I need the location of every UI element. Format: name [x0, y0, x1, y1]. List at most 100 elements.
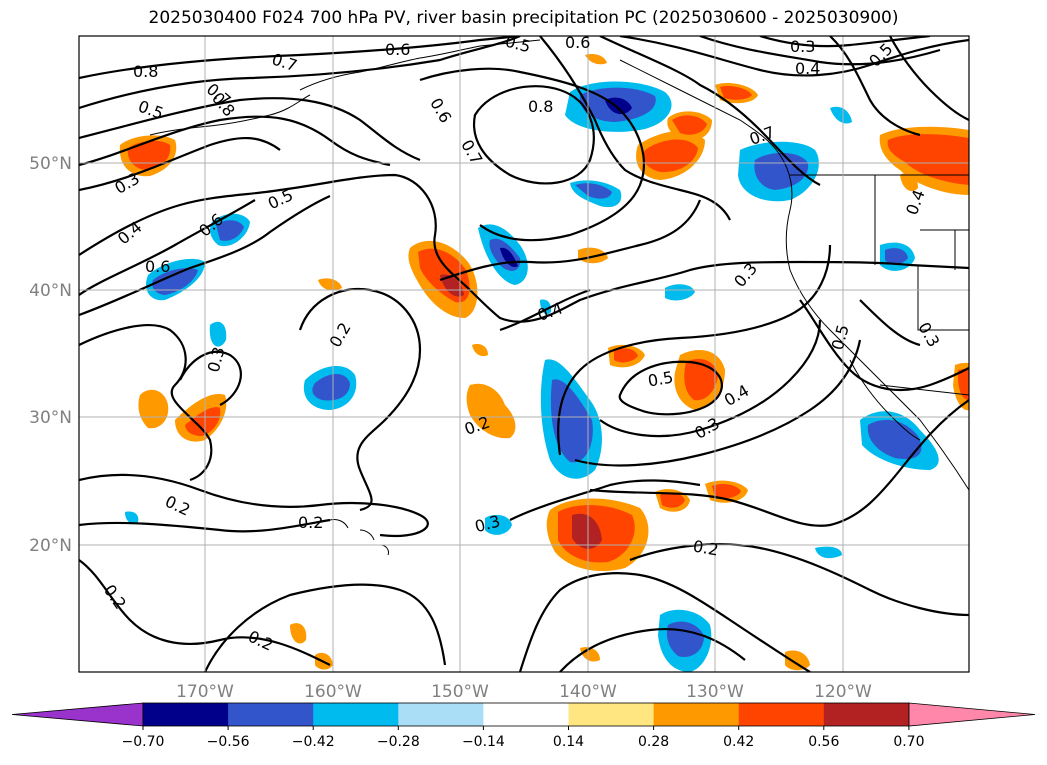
contour-line — [619, 36, 969, 77]
contour-label: 0.5 — [828, 322, 853, 352]
contour-label: 0.4 — [902, 187, 929, 217]
precip-area — [867, 419, 922, 460]
contour-label: 0.2 — [692, 536, 720, 559]
contour-line — [79, 36, 521, 110]
contour-label: 0.3 — [204, 345, 229, 375]
precip-area — [585, 53, 607, 65]
contour-line — [759, 36, 931, 48]
precip-area — [720, 85, 752, 100]
precip-area — [712, 483, 741, 499]
precip-area — [957, 368, 969, 400]
coastlines — [149, 39, 969, 556]
precip-area — [578, 247, 608, 264]
precip-area — [887, 134, 969, 185]
colorbar-segment — [568, 703, 655, 726]
contour-line — [599, 36, 821, 186]
coastline-baja — [849, 359, 921, 441]
lon-tick-label: 120°W — [814, 682, 872, 702]
coastline-north-america — [619, 59, 969, 491]
precip-area — [440, 274, 464, 297]
precip-area — [885, 248, 908, 265]
precip-area — [900, 172, 918, 192]
contour-label: 0.6 — [426, 95, 455, 127]
contour-label: 0.2 — [245, 627, 276, 655]
lat-tick-label: 30°N — [29, 408, 72, 428]
contour-line — [298, 287, 422, 512]
precip-area — [785, 650, 810, 671]
contour-label: 0.5 — [646, 367, 674, 390]
colorbar-extension-low — [11, 702, 144, 727]
contour-label: 0.6 — [145, 257, 170, 276]
precip-negative-areas — [125, 81, 939, 672]
colorbar-tick-label: −0.42 — [292, 734, 335, 750]
precip-area — [152, 268, 198, 295]
contour-label: 0.4 — [721, 381, 753, 410]
contour-line — [599, 319, 822, 438]
colorbar-tick-label: 0.42 — [723, 734, 754, 750]
state-lines — [874, 175, 969, 331]
contour-line — [574, 339, 862, 467]
map-title: 2025030400 F024 700 hPa PV, river basin … — [148, 8, 899, 28]
colorbar-segment — [823, 703, 910, 726]
contour-label: 0.6 — [385, 40, 410, 59]
contour-line — [79, 199, 256, 296]
precip-area — [643, 139, 698, 173]
precip-area — [290, 623, 307, 644]
contour-label: 0.4 — [795, 59, 820, 78]
contour-line — [79, 559, 331, 666]
lon-tick-label: 160°W — [304, 682, 362, 702]
contour-line — [539, 36, 731, 221]
contour-line — [79, 97, 421, 162]
colorbar-tick-label: −0.14 — [462, 734, 505, 750]
gridlines — [79, 36, 969, 672]
coastline-alaska — [299, 39, 541, 91]
colorbar-segment — [738, 703, 825, 726]
border-us-mexico — [879, 384, 969, 396]
colorbar-segment — [143, 703, 229, 726]
colorbar-tick-label: −0.28 — [377, 734, 420, 750]
contour-line — [518, 572, 811, 672]
precip-area — [312, 373, 350, 401]
precip-area — [485, 514, 512, 535]
precip-area — [209, 321, 227, 347]
lon-tick-label: 140°W — [559, 682, 617, 702]
precip-area — [614, 348, 638, 363]
colorbar-segment — [483, 703, 569, 726]
contour-line — [79, 36, 521, 80]
precip-area — [466, 383, 516, 439]
contour-label: 0.7 — [270, 49, 300, 75]
precip-area — [125, 511, 139, 524]
contour-label: 0.5 — [503, 31, 533, 56]
colorbar-segment — [228, 703, 314, 726]
contour-line — [499, 288, 591, 332]
contour-line — [204, 583, 447, 672]
contour-line — [79, 518, 331, 533]
contour-line — [589, 399, 969, 527]
colorbar — [11, 702, 1036, 727]
contour-line — [629, 543, 969, 617]
colorbar-tick-label: 0.14 — [553, 734, 584, 750]
contour-line — [439, 199, 702, 282]
contour-label: 0.4 — [114, 217, 146, 248]
colorbar-extension-high — [908, 702, 1036, 727]
colorbar-segment — [398, 703, 484, 726]
contour-label: 0.8 — [528, 97, 553, 116]
lat-tick-label: 40°N — [29, 281, 72, 301]
contour-label: 0.8 — [133, 62, 158, 81]
precip-area — [660, 492, 685, 508]
contour-line — [79, 324, 213, 482]
contour-label: 0.2 — [325, 319, 354, 351]
colorbar-segment — [653, 703, 740, 726]
precip-area — [575, 183, 612, 199]
colorbar-outline — [142, 702, 910, 727]
precip-area — [754, 152, 809, 190]
colorbar-tick-label: −0.70 — [122, 734, 165, 750]
lon-tick-labels: 170°W 160°W 150°W 140°W 130°W 120°W — [176, 682, 872, 702]
precip-area — [216, 220, 244, 241]
precip-area — [185, 407, 221, 436]
contour-line — [79, 194, 331, 317]
precip-area — [318, 278, 342, 291]
colorbar-tick-label: 0.28 — [638, 734, 669, 750]
contour-line — [557, 244, 832, 456]
